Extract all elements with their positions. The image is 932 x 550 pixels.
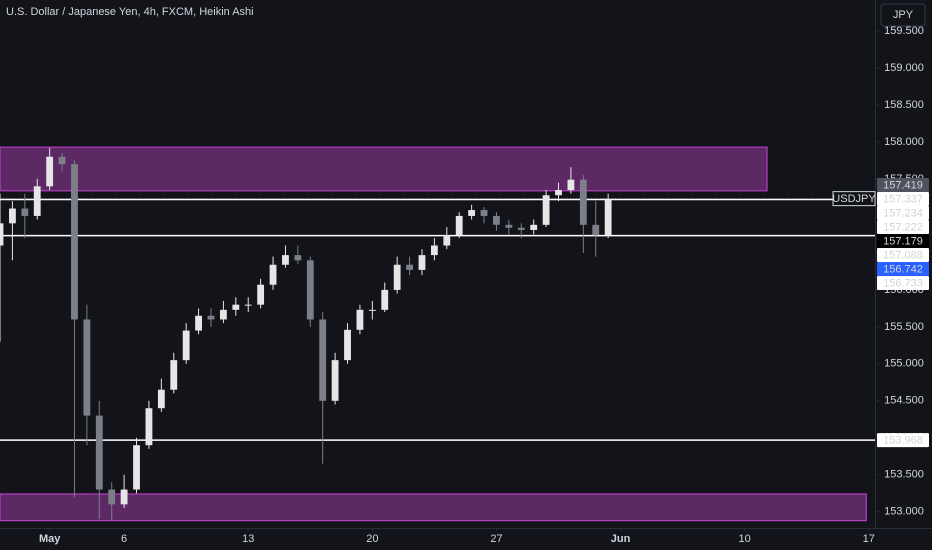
candle-body [145, 408, 153, 446]
price-label: 156.742 [883, 263, 923, 275]
x-tick-label: 6 [121, 533, 127, 545]
price-label: 153.968 [883, 435, 923, 447]
x-tick-label: 13 [242, 533, 254, 545]
candle-body [269, 264, 277, 285]
candle-body [8, 208, 16, 224]
price-label: 157.088 [883, 249, 923, 261]
candle-body [257, 284, 265, 305]
candle-body [306, 260, 314, 320]
symbol-tag [832, 191, 876, 207]
candle-body [219, 309, 227, 320]
price-label: 156.733 [883, 277, 923, 289]
candle-body [393, 264, 401, 290]
candle-body [170, 360, 178, 390]
x-tick-label: 17 [863, 533, 875, 545]
candle-body [368, 309, 376, 311]
x-tick-label: 10 [739, 533, 751, 545]
symbol-tag-label: USDJPY [832, 193, 876, 205]
x-tick-label: 20 [366, 533, 378, 545]
currency-button[interactable] [880, 3, 926, 27]
candle-body [493, 215, 500, 225]
candle-body [455, 215, 463, 236]
candle-body [282, 255, 289, 265]
y-tick-label: 159.000 [884, 62, 924, 74]
candle-body [294, 255, 302, 261]
candle-body [157, 389, 165, 409]
y-tick-label: 155.500 [884, 321, 924, 333]
zone [0, 493, 867, 522]
candle-body [83, 319, 91, 416]
candle-body [555, 190, 562, 196]
price-label: 157.222 [883, 221, 923, 233]
x-tick-label: May [39, 533, 61, 545]
y-tick-label: 153.500 [884, 469, 924, 481]
candle-body [480, 210, 488, 216]
candle-body [406, 264, 413, 270]
candle-body [604, 199, 612, 236]
y-tick-label: 158.500 [884, 99, 924, 111]
y-tick-label: 159.500 [884, 25, 924, 37]
chart-title: U.S. Dollar / Japanese Yen, 4h, FXCM, He… [6, 6, 254, 18]
candle-body [120, 489, 128, 505]
candle-body [517, 227, 525, 230]
candle-body [95, 415, 103, 490]
candle-body [46, 156, 54, 187]
candle-body [542, 195, 550, 225]
price-label-bg [877, 261, 929, 276]
candle-body [356, 309, 364, 330]
y-tick-label: 158.000 [884, 136, 924, 148]
candle-body [567, 179, 575, 191]
candle-body [71, 164, 78, 320]
price-label: 157.419 [883, 179, 923, 191]
candle-body [232, 304, 240, 310]
price-label-bg [877, 191, 929, 206]
price-label: 157.179 [883, 235, 923, 247]
candle-body [530, 224, 538, 230]
candle-body [592, 224, 600, 236]
zone [0, 146, 768, 192]
x-tick-label: 27 [490, 533, 502, 545]
candle-body [579, 179, 587, 225]
plot: USDJPY [0, 146, 876, 522]
candle-body [207, 315, 215, 320]
candle-body [430, 245, 438, 256]
y-tick-label: 155.000 [884, 358, 924, 370]
price-label-bg [877, 275, 929, 290]
price-label-bg [877, 433, 929, 448]
y-tick-label: 153.000 [884, 506, 924, 518]
candle-body [108, 489, 116, 505]
price-label: 157.234 [883, 207, 923, 219]
candle-body [58, 156, 66, 165]
candle-body [505, 224, 513, 228]
candle-body [331, 360, 339, 401]
candle-body [21, 208, 29, 216]
price-label: 157.337 [883, 193, 923, 205]
candle-body [381, 289, 389, 310]
candle-body [133, 445, 140, 490]
candle-body [468, 210, 476, 216]
price-label-bg [877, 233, 929, 248]
x-tick-label: Jun [611, 533, 631, 545]
candle-body [33, 186, 41, 216]
candle-body [443, 235, 451, 246]
currency-label[interactable]: JPY [893, 9, 914, 21]
candle-body [244, 304, 252, 306]
candle-body [319, 319, 327, 401]
price-label-bg [877, 177, 929, 192]
price-label-bg [877, 247, 929, 262]
price-label-bg [877, 205, 929, 220]
price-label-bg [877, 219, 929, 234]
y-tick-label: 154.500 [884, 395, 924, 407]
candle-body [418, 255, 426, 270]
candle-body [0, 223, 4, 246]
candle-body [195, 315, 202, 331]
candle-body [344, 329, 351, 361]
candle-body [182, 330, 190, 361]
